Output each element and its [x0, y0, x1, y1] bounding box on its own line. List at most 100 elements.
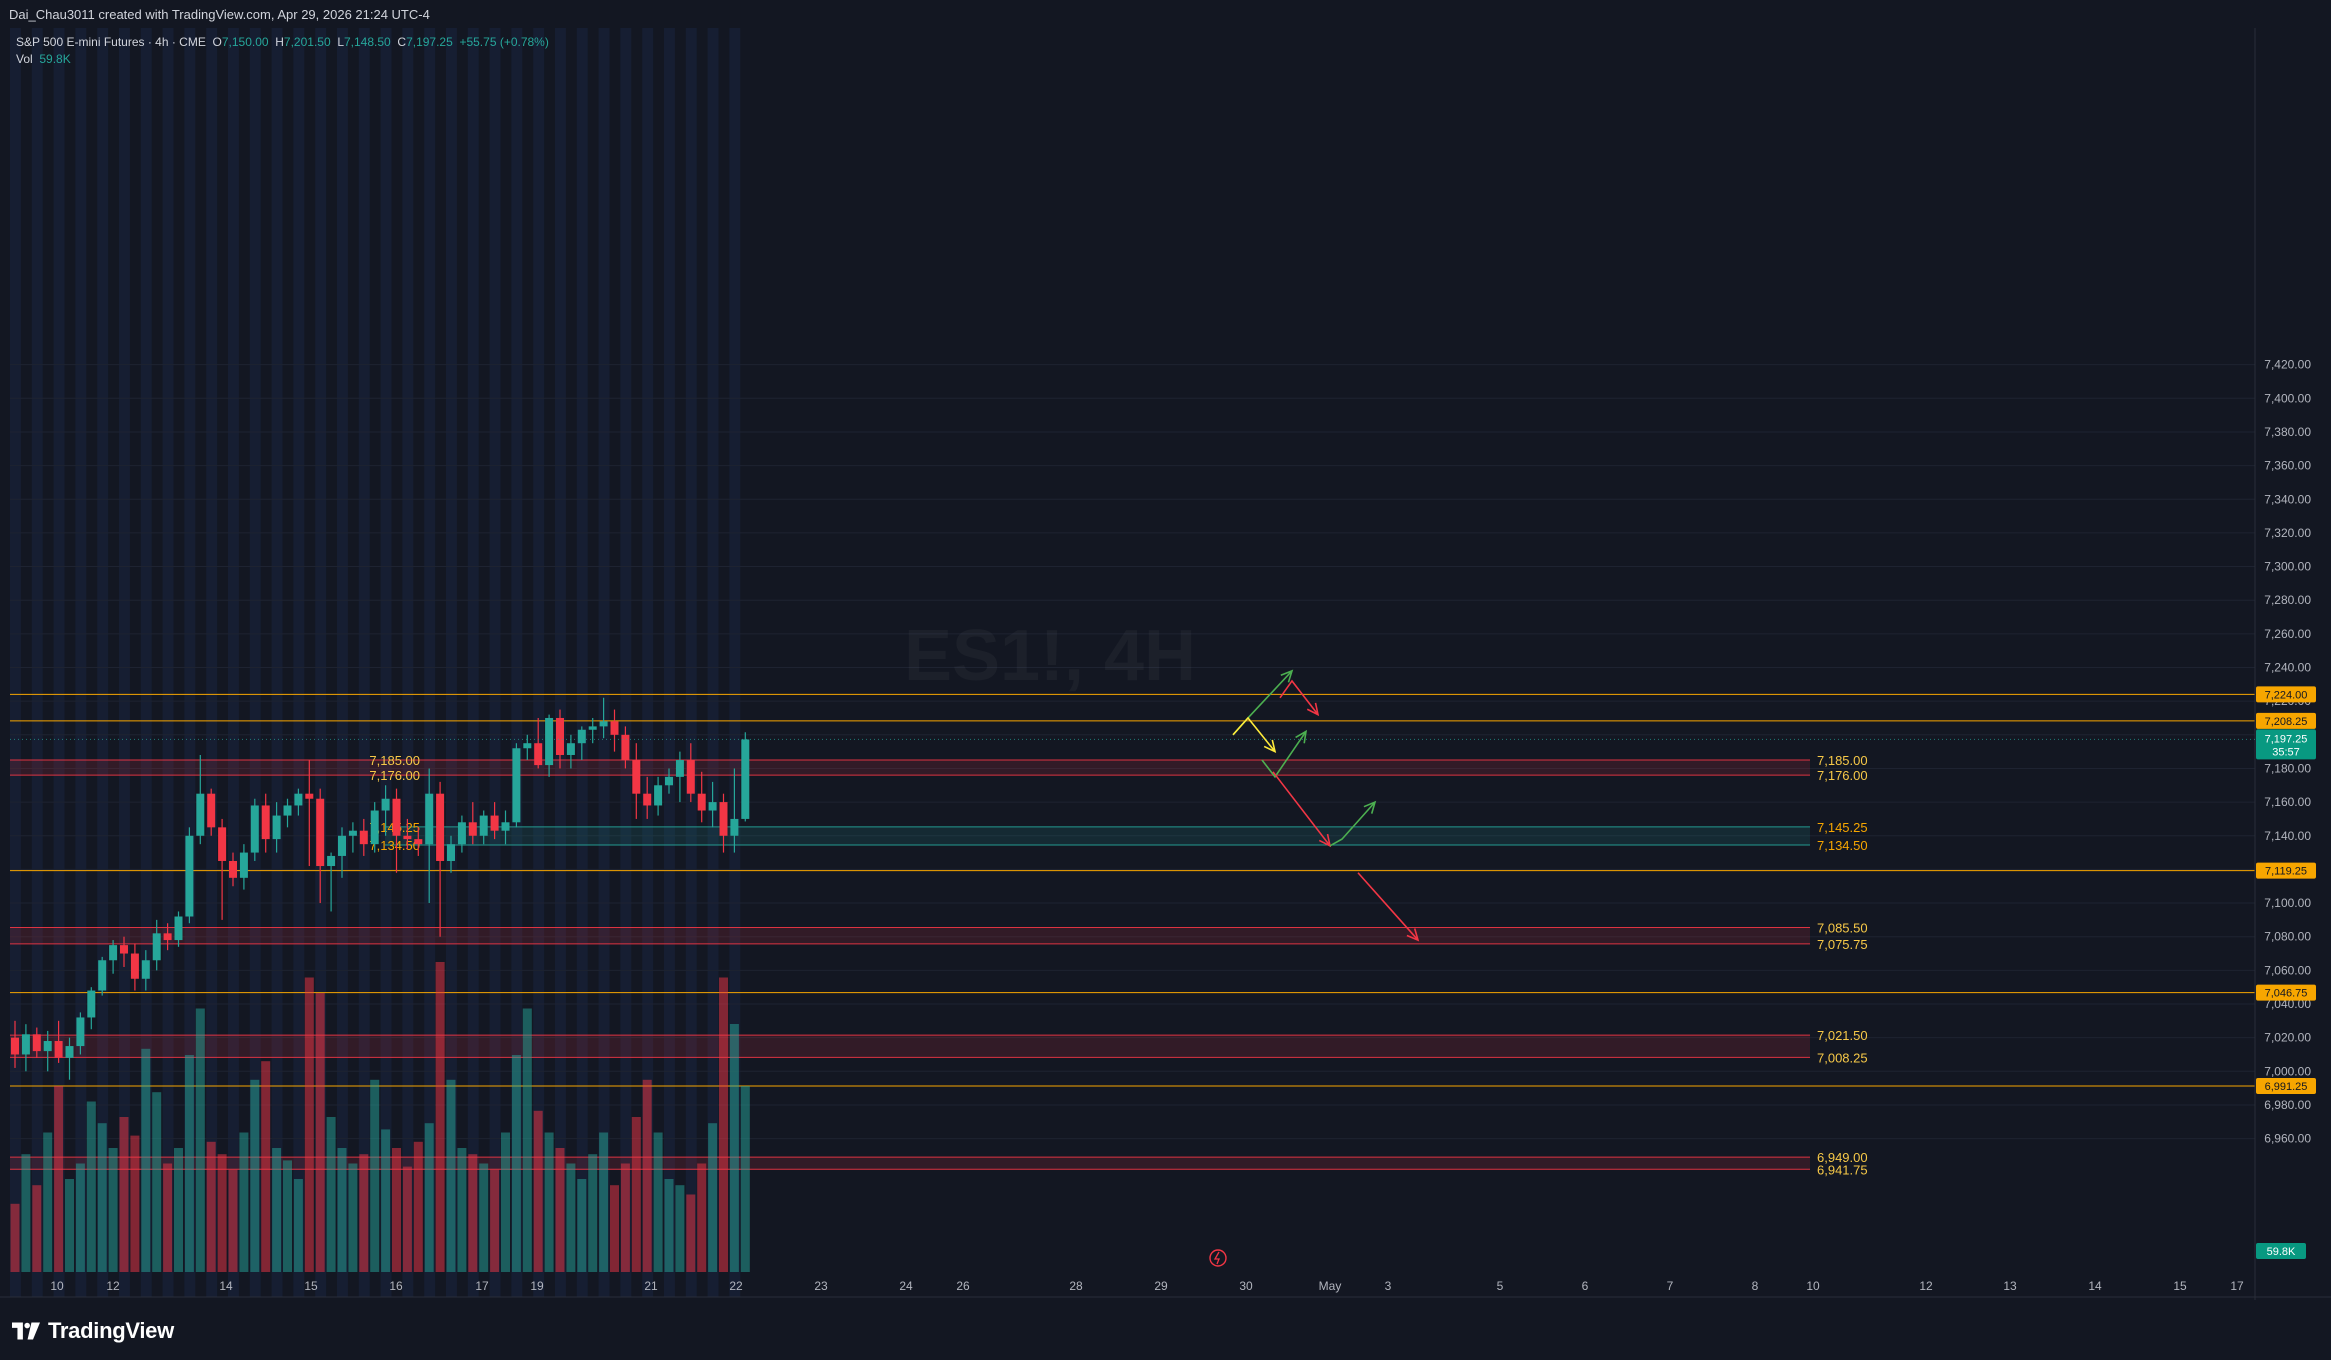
session-band	[620, 28, 632, 1297]
session-band	[97, 28, 109, 1297]
zone-label-top: 7,085.50	[1817, 920, 1868, 935]
volume-bar	[479, 1163, 489, 1272]
level-badge-text: 7,224.00	[2265, 689, 2308, 701]
candle-body	[370, 810, 379, 845]
candle-body	[447, 844, 455, 861]
time-tick-label: 7	[1667, 1279, 1674, 1293]
candle-body	[11, 1037, 19, 1055]
session-band	[140, 28, 152, 1297]
volume-bar	[468, 1154, 478, 1272]
candle-body	[708, 802, 717, 811]
session-band	[380, 28, 392, 1297]
candle-body	[218, 827, 227, 861]
lightning-icon	[1209, 1249, 1227, 1267]
volume-bar	[75, 1163, 85, 1272]
volume-bar	[599, 1132, 609, 1272]
volume-bar	[381, 1129, 391, 1272]
time-tick-label: 15	[2173, 1279, 2187, 1293]
time-tick-label: 28	[1069, 1279, 1083, 1293]
time-tick-label: 8	[1752, 1279, 1759, 1293]
zone-band	[10, 1035, 1810, 1058]
candle-body	[229, 860, 237, 878]
volume-bar	[642, 1079, 652, 1272]
candle-body	[359, 830, 368, 845]
volume-bar	[65, 1179, 74, 1272]
price-tick-label: 7,420.00	[2264, 358, 2311, 372]
volume-bar	[32, 1185, 42, 1272]
session-band	[511, 28, 523, 1297]
session-band	[402, 28, 414, 1297]
candle-body	[152, 933, 161, 961]
tradingview-brand[interactable]: TradingView	[12, 1318, 174, 1344]
volume-bar	[359, 1154, 369, 1272]
price-tick-label: 6,980.00	[2264, 1098, 2311, 1112]
legend-row-volume: Vol 59.8K	[16, 51, 549, 68]
candle-body	[21, 1034, 30, 1055]
volume-bar	[108, 1148, 118, 1272]
time-tick-label: 10	[1806, 1279, 1820, 1293]
brand-label: TradingView	[48, 1318, 174, 1343]
volume-bar	[620, 1163, 630, 1272]
candle-body	[207, 793, 216, 828]
candle-body	[610, 721, 619, 735]
candle-body	[174, 916, 183, 941]
session-band	[53, 28, 65, 1297]
candle-body	[730, 818, 739, 836]
volume-bar	[544, 1132, 554, 1272]
price-axis[interactable]: 6,960.006,980.007,000.007,020.007,040.00…	[2255, 0, 2331, 1300]
volume-bar	[653, 1132, 663, 1272]
session-band	[446, 28, 457, 1297]
session-band	[293, 28, 305, 1297]
volume-bar	[239, 1132, 249, 1272]
volume-bar	[206, 1141, 216, 1272]
volume-bar	[152, 1092, 162, 1272]
time-tick-label: 10	[50, 1279, 64, 1293]
candle-body	[239, 852, 248, 878]
time-tick-label: 26	[956, 1279, 970, 1293]
price-tick-label: 7,320.00	[2264, 526, 2311, 540]
candle-body	[741, 739, 750, 819]
volume-bar	[413, 1141, 423, 1272]
time-tick-label: 3	[1385, 1279, 1392, 1293]
level-badge-text: 7,119.25	[2265, 866, 2307, 878]
volume-bar	[130, 1135, 140, 1272]
candle-body	[316, 798, 325, 867]
candle-body	[65, 1046, 74, 1058]
zone-label-top: 7,185.00	[1817, 753, 1868, 768]
candle-body	[327, 855, 336, 867]
time-tick-label: 24	[899, 1279, 913, 1293]
volume-bar	[97, 1123, 107, 1272]
symbol-watermark: ES1!, 4H	[904, 616, 1196, 696]
countdown-text: 35:57	[2272, 746, 2300, 758]
volume-bar	[566, 1163, 576, 1272]
session-band	[119, 28, 130, 1297]
session-band	[642, 28, 654, 1297]
volume-bar	[326, 1117, 336, 1272]
candle-body	[98, 960, 107, 991]
footer-bar	[0, 1300, 2331, 1360]
volume-bar	[119, 1117, 129, 1272]
time-tick-label: 14	[2088, 1279, 2102, 1293]
session-band	[555, 28, 566, 1297]
volume-bar	[261, 1061, 271, 1272]
zone-label-top: 7,145.25	[1817, 820, 1868, 835]
session-band	[489, 28, 501, 1297]
candle-body	[185, 835, 194, 917]
zone-label-bottom: 6,941.75	[1817, 1162, 1868, 1177]
volume-bar	[740, 1086, 750, 1272]
session-band	[729, 28, 741, 1297]
candle-body	[403, 835, 412, 840]
volume-bar	[522, 1008, 532, 1272]
time-tick-label: 16	[389, 1279, 403, 1293]
candle-body	[54, 1041, 63, 1058]
candle-body	[719, 802, 728, 836]
volume-bar	[435, 962, 445, 1272]
time-axis[interactable]: 10 12 14 15 16 17 19 21 22 23 24 26 28 29 30 May 3 5 6 7 8 10…	[0, 0, 2331, 1300]
volume-bar	[686, 1194, 696, 1272]
price-tick-label: 7,360.00	[2264, 459, 2311, 473]
candle-body	[425, 793, 434, 845]
volume-bar	[490, 1169, 500, 1272]
volume-bar	[511, 1055, 521, 1272]
time-tick-label: 30	[1239, 1279, 1253, 1293]
